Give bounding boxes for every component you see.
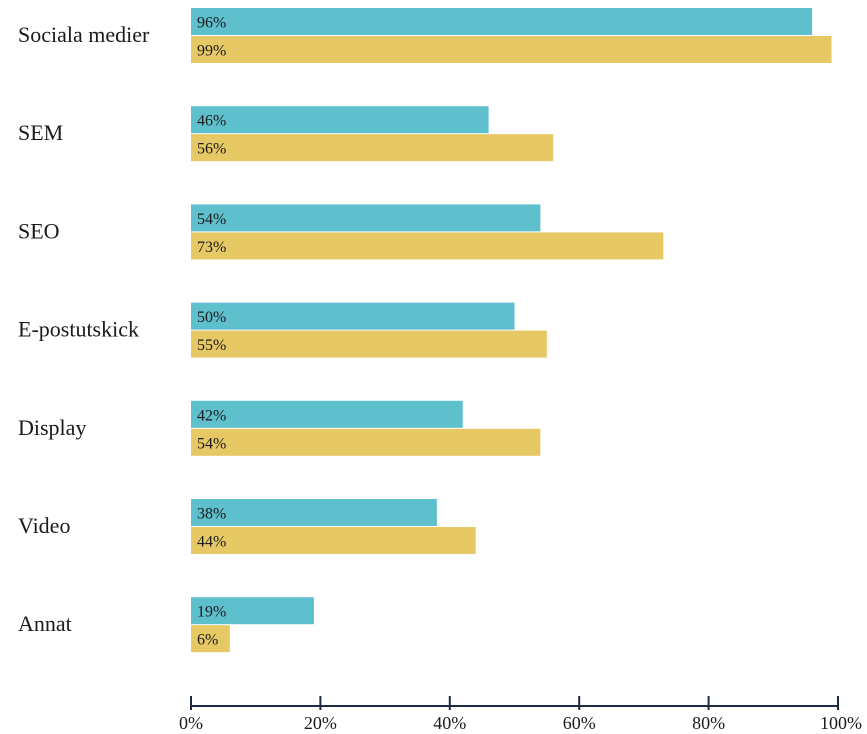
data-label-series2-seo: 73% — [197, 239, 226, 256]
data-label-series2-video: 44% — [197, 534, 226, 551]
data-label-series2-annat: 6% — [197, 632, 218, 649]
data-label-series1-display: 42% — [197, 407, 226, 424]
data-label-series2-e-postutskick: 55% — [197, 337, 226, 354]
bar-series2-sem — [191, 134, 554, 162]
bar-series1-display — [191, 400, 463, 428]
bar-series1-e-postutskick — [191, 302, 515, 330]
bar-series2-e-postutskick — [191, 330, 547, 358]
category-label-annat: Annat — [18, 611, 72, 636]
bar-series2-sociala-medier — [191, 36, 832, 63]
x-tick-label-80: 80% — [692, 713, 725, 733]
x-tick-label-40: 40% — [433, 713, 466, 733]
bar-series2-display — [191, 428, 541, 456]
data-label-series1-sem: 46% — [197, 113, 226, 130]
category-label-sociala-medier: Sociala medier — [18, 22, 150, 47]
x-tick-label-100: 100% — [820, 713, 862, 733]
bar-series2-video — [191, 527, 476, 554]
bar-series1-sem — [191, 106, 489, 134]
bar-series1-seo — [191, 204, 541, 232]
data-label-series1-e-postutskick: 50% — [197, 309, 226, 326]
bars-group: 96% 99% 46% 56% 54% 73% 50% 55% 42% 54% 38% 44% 19% 6… — [191, 8, 832, 653]
bar-series1-sociala-medier — [191, 8, 813, 35]
bar-series2-seo — [191, 232, 664, 260]
bar-series1-annat — [191, 597, 314, 625]
category-label-sem: SEM — [18, 120, 63, 145]
data-label-series1-video: 38% — [197, 506, 226, 523]
category-label-seo: SEO — [18, 218, 60, 243]
data-label-series2-display: 54% — [197, 435, 226, 452]
category-label-display: Display — [18, 415, 86, 440]
bar-series2-annat — [191, 625, 230, 653]
x-tick-label-60: 60% — [563, 713, 596, 733]
category-label-e-postutskick: E-postutskick — [18, 317, 139, 342]
data-label-series2-sem: 56% — [197, 141, 226, 158]
x-tick-label-20: 20% — [304, 713, 337, 733]
data-label-series2-sociala-medier: 99% — [197, 43, 226, 60]
data-label-series1-sociala-medier: 96% — [197, 15, 226, 32]
data-label-series1-seo: 54% — [197, 211, 226, 228]
category-labels: Sociala medier SEM SEO E-postutskick Display… — [18, 22, 150, 636]
x-tick-label-0: 0% — [179, 713, 203, 733]
data-label-series1-annat: 19% — [197, 604, 226, 621]
category-label-video: Video — [18, 513, 70, 538]
x-axis: 0% 20% 40% 60% 80% 100% — [179, 696, 862, 733]
bar-series1-video — [191, 499, 437, 526]
